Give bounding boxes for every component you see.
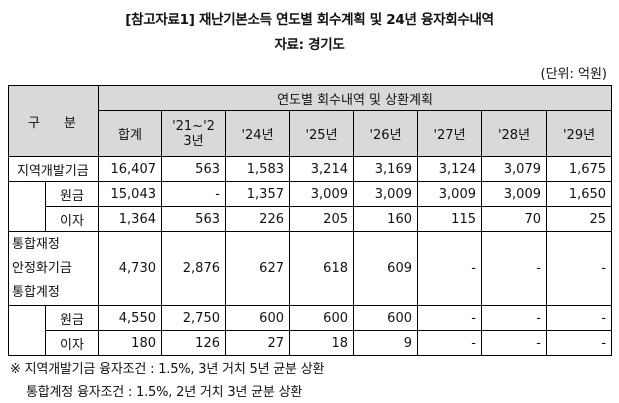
row-header-cell: 구 분 [8, 85, 99, 157]
table-row: 지역개발기금 16,407 563 1,583 3,214 3,169 3,12… [8, 156, 613, 182]
table-cell: 600 [225, 305, 290, 331]
row-label: 통합재정 안정화기금 통합계정 [8, 231, 99, 306]
table-cell: 1,357 [225, 181, 290, 207]
footnote: ※ 지역개발기금 융자조건 : 1.5%, 3년 거치 5년 균분 상환 [10, 362, 325, 377]
table-cell: - [417, 231, 482, 306]
table-cell: 18 [289, 330, 354, 356]
col-header: '28년 [481, 110, 547, 157]
table-row: 이자 1,364 563 226 205 160 115 70 25 [9, 206, 613, 232]
table-cell: 16,407 [98, 156, 162, 182]
col-header: '21~'23년 [161, 110, 226, 157]
table-cell: 609 [353, 231, 418, 306]
col-header: 합계 [98, 110, 162, 157]
table-cell: 1,675 [545, 156, 613, 182]
row-label: 원금 [45, 181, 99, 207]
table-cell: 600 [353, 305, 418, 331]
table-cell: 3,214 [289, 156, 354, 182]
report-title: [참고자료1] 재난기본소득 연도별 회수계획 및 24년 융자회수내역 [125, 12, 494, 28]
footnote: 통합계정 융자조건 : 1.5%, 2년 거치 3년 균분 상환 [26, 385, 303, 400]
col-header: '25년 [289, 110, 354, 157]
row-label-line: 통합계정 [12, 284, 60, 300]
table-cell: 3,079 [481, 156, 547, 182]
indent-cell [8, 181, 46, 232]
unit-label: (단위: 억원) [540, 67, 608, 82]
table-cell: - [481, 305, 547, 331]
row-label-line: 안정화기금 [12, 260, 72, 276]
col-header: '26년 [353, 110, 418, 157]
row-label-line: 통합재정 [12, 236, 60, 252]
table-cell: 618 [289, 231, 354, 306]
table-cell: 2,876 [161, 231, 226, 306]
table-cell: 3,009 [481, 181, 547, 207]
table-cell: 226 [225, 206, 290, 232]
report-source: 자료: 경기도 [274, 37, 345, 53]
table-cell: 180 [98, 330, 162, 356]
table-cell: 563 [161, 156, 226, 182]
table-cell: 1,364 [98, 206, 162, 232]
col-header: '24년 [225, 110, 290, 157]
table-cell: 3,009 [289, 181, 354, 207]
row-label: 이자 [45, 206, 99, 232]
table-cell: 70 [481, 206, 547, 232]
table-cell: 126 [161, 330, 226, 356]
table-cell: 4,550 [98, 305, 162, 331]
indent-cell [8, 305, 46, 356]
table-cell: 160 [353, 206, 418, 232]
table-cell: - [481, 231, 547, 306]
table-cell: - [545, 305, 613, 331]
table-cell: 600 [289, 305, 354, 331]
table-row: 원금 15,043 - 1,357 3,009 3,009 3,009 3,00… [8, 181, 613, 232]
table-cell: 563 [161, 206, 226, 232]
table-cell: 1,650 [545, 181, 613, 207]
table-cell: 15,043 [98, 181, 162, 207]
table-cell: 27 [225, 330, 290, 356]
group-header-cell: 연도별 회수내역 및 상환계획 [97, 85, 613, 111]
row-label: 이자 [45, 330, 99, 356]
col-header: '29년 [545, 110, 613, 157]
table-row: 통합재정 안정화기금 통합계정 4,730 2,876 627 618 609 … [8, 231, 613, 306]
table-cell: 4,730 [98, 231, 162, 306]
table-cell: - [161, 181, 226, 207]
row-label: 지역개발기금 [8, 156, 99, 182]
table-cell: 205 [289, 206, 354, 232]
table-cell: 1,583 [225, 156, 290, 182]
table-cell: 2,750 [161, 305, 226, 331]
table-cell: 115 [417, 206, 482, 232]
table-row: 이자 180 126 27 18 9 - - - [9, 330, 613, 356]
table-cell: 9 [353, 330, 418, 356]
repayment-table: 구 분 연도별 회수내역 및 상환계획 합계 '21~'23년 '24년 '25… [8, 85, 613, 356]
col-header-text: '21~'23년 [172, 118, 215, 149]
table-cell: 627 [225, 231, 290, 306]
table-cell: 3,169 [353, 156, 418, 182]
table-cell: - [417, 305, 482, 331]
table-cell: 3,124 [417, 156, 482, 182]
table-cell: 25 [545, 206, 613, 232]
row-label: 원금 [45, 305, 99, 331]
table-row: 원금 4,550 2,750 600 600 600 - - - [8, 305, 613, 356]
table-cell: 3,009 [353, 181, 418, 207]
col-header: '27년 [417, 110, 482, 157]
table-cell: - [481, 330, 547, 356]
table-cell: - [545, 330, 613, 356]
table-cell: 3,009 [417, 181, 482, 207]
table-cell: - [417, 330, 482, 356]
table-cell: - [545, 231, 613, 306]
